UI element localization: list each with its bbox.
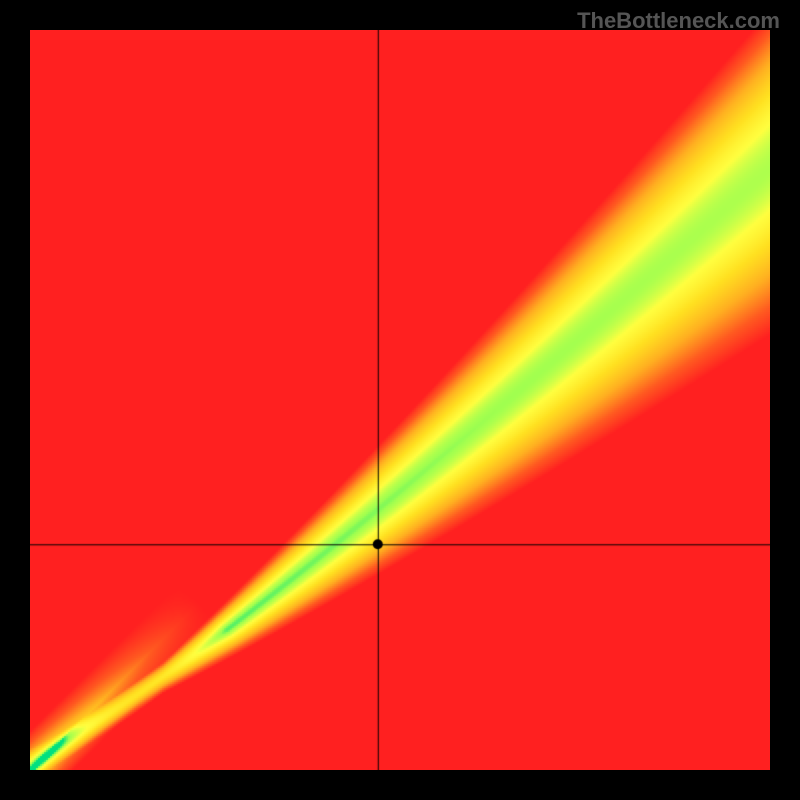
heatmap-canvas — [30, 30, 770, 770]
heatmap-plot — [30, 30, 770, 770]
watermark-text: TheBottleneck.com — [577, 8, 780, 34]
chart-container: TheBottleneck.com — [0, 0, 800, 800]
